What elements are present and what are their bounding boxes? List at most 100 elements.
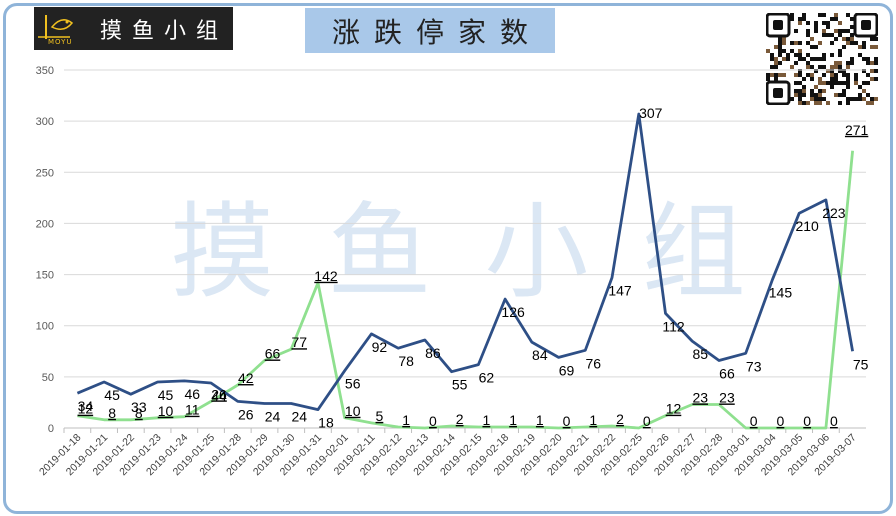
qr-module xyxy=(798,81,802,85)
data-label: 55 xyxy=(452,377,468,393)
qr-module xyxy=(802,85,806,89)
qr-module xyxy=(814,45,818,49)
y-tick-label: 200 xyxy=(36,218,54,230)
data-label: 10 xyxy=(345,403,361,419)
data-label: 73 xyxy=(746,358,762,374)
qr-module xyxy=(830,73,834,77)
qr-module xyxy=(770,65,774,69)
qr-module xyxy=(794,89,798,93)
qr-module xyxy=(870,101,874,105)
x-axis: 2019-01-182019-01-212019-01-222019-01-23… xyxy=(37,428,859,478)
qr-module xyxy=(842,93,846,97)
qr-module xyxy=(846,81,850,85)
qr-module xyxy=(818,65,822,69)
data-label: 0 xyxy=(803,413,811,429)
qr-finder-core xyxy=(773,88,783,98)
qr-module xyxy=(818,77,822,81)
qr-module xyxy=(798,21,802,25)
qr-module xyxy=(810,77,814,81)
data-label: 85 xyxy=(692,346,708,362)
qr-module xyxy=(798,17,802,21)
qr-module xyxy=(790,97,794,101)
data-label: 78 xyxy=(398,353,414,369)
qr-module xyxy=(834,77,838,81)
y-tick-label: 300 xyxy=(36,116,54,128)
qr-module xyxy=(806,73,810,77)
qr-module xyxy=(858,53,862,57)
qr-module xyxy=(822,89,826,93)
qr-module xyxy=(770,53,774,57)
qr-module xyxy=(838,49,842,53)
qr-module xyxy=(810,73,814,77)
qr-module xyxy=(814,97,818,101)
qr-module xyxy=(838,61,842,65)
data-label: 62 xyxy=(479,370,495,386)
data-label: 76 xyxy=(586,355,602,371)
qr-module xyxy=(822,53,826,57)
qr-module xyxy=(846,41,850,45)
logo-text: 摸鱼小组 xyxy=(100,18,229,44)
qr-module xyxy=(802,93,806,97)
qr-module xyxy=(846,85,850,89)
qr-module xyxy=(782,49,786,53)
data-label: 77 xyxy=(291,334,307,350)
qr-module xyxy=(790,65,794,69)
qr-module xyxy=(866,101,870,105)
qr-module xyxy=(778,53,782,57)
qr-module xyxy=(802,101,806,105)
title-box: 涨跌停家数 xyxy=(305,8,555,53)
qr-module xyxy=(818,81,822,85)
qr-module xyxy=(802,17,806,21)
qr-module xyxy=(790,49,794,53)
qr-module xyxy=(798,89,802,93)
data-label: 23 xyxy=(692,389,708,405)
qr-module xyxy=(862,89,866,93)
data-label: 0 xyxy=(563,413,571,429)
data-label: 24 xyxy=(291,408,307,424)
qr-module xyxy=(798,73,802,77)
qr-module xyxy=(766,49,770,53)
logo-sub-text: MOYU xyxy=(48,38,73,46)
qr-module xyxy=(774,61,778,65)
qr-module xyxy=(826,25,830,29)
qr-module xyxy=(806,65,810,69)
data-label: 147 xyxy=(608,283,632,299)
qr-module xyxy=(818,89,822,93)
qr-module xyxy=(838,81,842,85)
qr-module xyxy=(846,29,850,33)
qr-module xyxy=(858,97,862,101)
qr-module xyxy=(818,41,822,45)
qr-module xyxy=(862,97,866,101)
data-label: 0 xyxy=(750,413,758,429)
data-label: 1 xyxy=(402,412,410,428)
qr-module xyxy=(862,69,866,73)
y-tick-label: 100 xyxy=(36,321,54,333)
qr-module xyxy=(794,41,798,45)
data-label: 44 xyxy=(211,388,227,404)
qr-module xyxy=(850,61,854,65)
qr-module xyxy=(838,53,842,57)
qr-module xyxy=(866,93,870,97)
data-label: 0 xyxy=(830,413,838,429)
qr-module xyxy=(774,73,778,77)
data-label: 56 xyxy=(345,376,361,392)
qr-module xyxy=(814,29,818,33)
data-label: 45 xyxy=(158,387,174,403)
qr-module xyxy=(814,21,818,25)
data-label: 92 xyxy=(372,339,388,355)
qr-module xyxy=(846,65,850,69)
qr-module xyxy=(814,25,818,29)
qr-module xyxy=(834,93,838,97)
qr-module xyxy=(874,61,878,65)
qr-module xyxy=(822,13,826,17)
qr-module xyxy=(798,49,802,53)
qr-module xyxy=(842,73,846,77)
data-label: 12 xyxy=(666,401,682,417)
qr-module xyxy=(810,37,814,41)
qr-module xyxy=(806,61,810,65)
qr-module xyxy=(850,25,854,29)
qr-module xyxy=(830,33,834,37)
data-label: 126 xyxy=(501,304,525,320)
qr-module xyxy=(822,81,826,85)
qr-finder-core xyxy=(861,20,871,30)
